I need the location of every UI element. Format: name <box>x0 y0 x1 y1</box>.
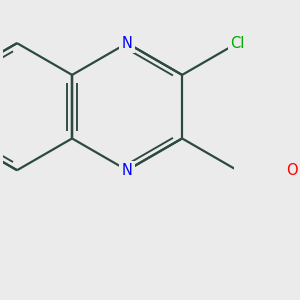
Text: N: N <box>122 36 133 51</box>
Text: Cl: Cl <box>230 36 244 51</box>
Text: N: N <box>122 163 133 178</box>
Text: O: O <box>286 163 298 178</box>
